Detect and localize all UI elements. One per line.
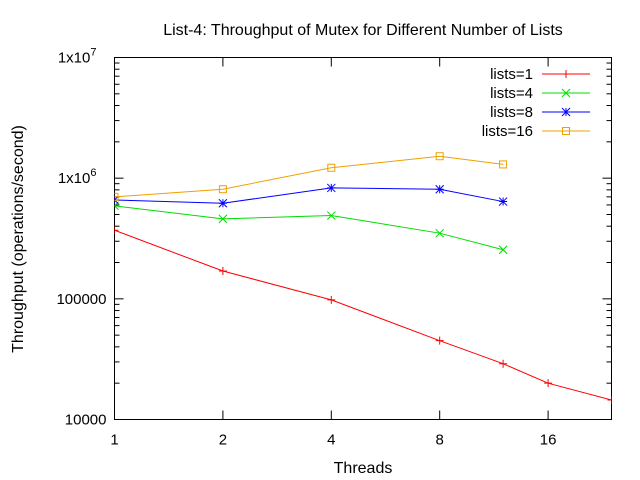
series-lists-1 bbox=[114, 226, 612, 405]
legend: lists=1 lists=4 lists=8 lists=16 bbox=[482, 66, 590, 140]
data-point-lists-16 bbox=[499, 160, 508, 169]
data-point-lists-8 bbox=[218, 198, 228, 208]
y-tick-label: 100000 bbox=[56, 291, 106, 308]
data-point-lists-16 bbox=[327, 163, 336, 172]
data-point-lists-1 bbox=[327, 295, 336, 304]
data-point-lists-1 bbox=[114, 226, 119, 235]
data-point-lists-16 bbox=[218, 185, 227, 194]
legend-marker-lists-1 bbox=[562, 70, 570, 78]
data-point-lists-4 bbox=[435, 228, 445, 238]
x-tick-label: 8 bbox=[436, 432, 444, 449]
series-group bbox=[114, 152, 612, 405]
legend-label: lists=16 bbox=[482, 123, 533, 140]
data-point-lists-4 bbox=[218, 214, 228, 224]
y-tick-label-base: 1x10 bbox=[58, 50, 91, 67]
legend-item-lists-4: lists=4 bbox=[490, 85, 590, 102]
chart-title: List-4: Throughput of Mutex for Differen… bbox=[163, 22, 563, 39]
axis-ticks bbox=[114, 57, 612, 420]
x-tick-labels: 1 2 4 8 16 bbox=[110, 432, 556, 449]
data-point-lists-1 bbox=[435, 336, 444, 345]
y-tick-label: 10000 bbox=[65, 412, 107, 429]
x-axis-title: Threads bbox=[334, 460, 393, 477]
x-tick-label: 1 bbox=[110, 432, 118, 449]
data-point-lists-8 bbox=[326, 183, 336, 193]
legend-marker-lists-8 bbox=[561, 107, 571, 117]
series-line-lists-8 bbox=[114, 187, 504, 204]
plot-frame bbox=[114, 57, 612, 420]
y-tick-label-base: 1x10 bbox=[58, 170, 91, 187]
series-lists-16 bbox=[114, 152, 508, 201]
data-point-lists-1 bbox=[607, 396, 612, 405]
legend-marker-lists-16 bbox=[562, 127, 570, 135]
legend-label: lists=8 bbox=[490, 104, 533, 121]
legend-label: lists=1 bbox=[490, 66, 533, 83]
legend-item-lists-16: lists=16 bbox=[482, 123, 590, 140]
y-tick-label: 1x106 bbox=[58, 167, 97, 187]
data-point-lists-8 bbox=[435, 184, 445, 194]
x-tick-label: 4 bbox=[327, 432, 335, 449]
data-point-lists-1 bbox=[499, 359, 508, 368]
legend-item-lists-8: lists=8 bbox=[490, 104, 590, 121]
legend-label: lists=4 bbox=[490, 85, 533, 102]
data-point-lists-1 bbox=[544, 379, 553, 388]
y-tick-label-exponent: 6 bbox=[90, 167, 96, 179]
data-point-lists-16 bbox=[114, 192, 119, 201]
x-tick-label: 16 bbox=[540, 432, 557, 449]
series-line-lists-16 bbox=[114, 155, 504, 198]
series-lists-8 bbox=[114, 183, 508, 208]
data-point-lists-4 bbox=[326, 211, 336, 220]
data-point-lists-4 bbox=[498, 245, 508, 255]
series-line-lists-4 bbox=[114, 205, 504, 251]
series-line-lists-1 bbox=[114, 229, 612, 401]
legend-marker-lists-4 bbox=[561, 88, 571, 98]
series-lists-4 bbox=[114, 201, 508, 255]
data-point-lists-8 bbox=[498, 197, 508, 206]
data-point-lists-16 bbox=[435, 152, 444, 161]
data-point-lists-1 bbox=[218, 267, 227, 276]
y-tick-label-exponent: 7 bbox=[90, 47, 96, 59]
y-tick-label: 1x107 bbox=[58, 47, 97, 67]
legend-item-lists-1: lists=1 bbox=[490, 66, 590, 83]
y-axis-title: Throughput (operations/second) bbox=[10, 125, 27, 353]
x-tick-label: 2 bbox=[219, 432, 227, 449]
